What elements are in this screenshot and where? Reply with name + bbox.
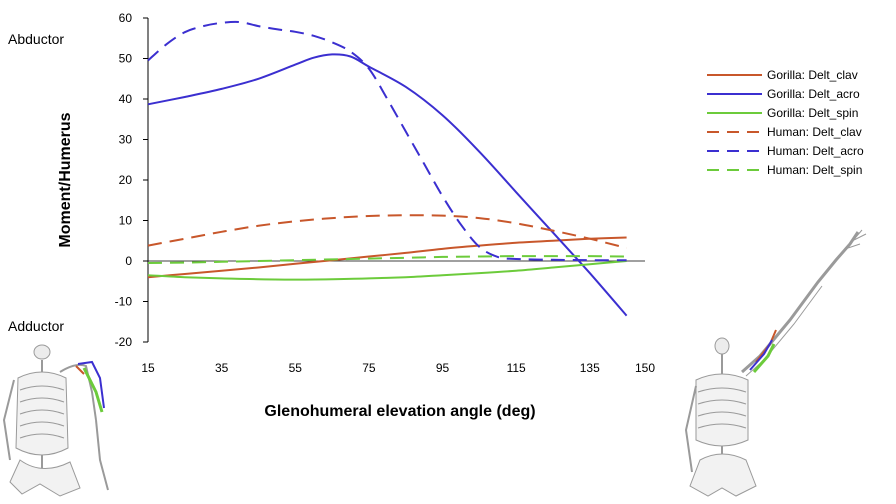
series-line-0 (147, 236, 627, 279)
series-line-1 (147, 53, 628, 317)
y-tick-label: 0 (125, 254, 132, 268)
x-axis-title: Glenohumeral elevation angle (deg) (264, 403, 535, 420)
x-tick-label: 75 (362, 361, 376, 375)
legend-label-2: Gorilla: Delt_spin (767, 106, 858, 120)
legend-label-4: Human: Delt_acro (767, 144, 864, 158)
x-tick-label: 95 (436, 361, 450, 375)
series-line-2 (147, 260, 627, 281)
tick-labels: -20 -10 0 10 20 30 40 50 60 15 35 55 75 95 115 135 150 (115, 11, 656, 375)
x-tick-label: 35 (215, 361, 229, 375)
y-tick-label: 10 (119, 214, 133, 228)
human-skeleton-illustration (684, 229, 867, 497)
y-tick-label: 20 (119, 173, 133, 187)
y-tick-label: 50 (119, 52, 133, 66)
y-tick-label: 30 (119, 133, 133, 147)
series-line-3 (147, 214, 627, 249)
legend-label-5: Human: Delt_spin (767, 163, 862, 177)
legend: Gorilla: Delt_clav Gorilla: Delt_acro Gori… (707, 68, 864, 177)
series-line-5 (147, 255, 627, 264)
x-tick-label: 150 (635, 361, 655, 375)
adductor-annotation: Adductor (8, 318, 64, 334)
series-line-4 (147, 20, 627, 262)
y-axis-title: Moment/Humerus (57, 112, 74, 247)
x-tick-label: 15 (141, 361, 155, 375)
legend-label-1: Gorilla: Delt_acro (767, 87, 860, 101)
legend-label-3: Human: Delt_clav (767, 125, 862, 139)
y-tick-label: -20 (115, 335, 133, 349)
legend-label-0: Gorilla: Delt_clav (767, 68, 858, 82)
gorilla-skeleton-illustration (2, 344, 109, 497)
abductor-annotation: Abductor (8, 31, 64, 47)
axes (143, 17, 645, 343)
y-tick-label: -10 (115, 295, 133, 309)
x-tick-label: 115 (507, 361, 526, 375)
y-tick-label: 40 (119, 92, 133, 106)
x-tick-label: 135 (580, 361, 600, 375)
y-tick-label: 60 (119, 11, 133, 25)
x-tick-label: 55 (289, 361, 303, 375)
series-lines (147, 20, 628, 317)
